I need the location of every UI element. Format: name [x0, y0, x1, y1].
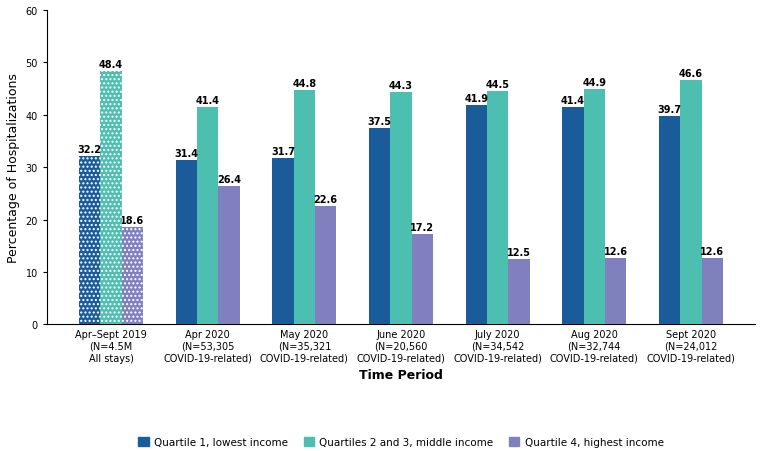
- Text: 41.4: 41.4: [196, 96, 219, 106]
- Bar: [508, 259, 530, 325]
- Text: 44.9: 44.9: [582, 78, 607, 88]
- X-axis label: Time Period: Time Period: [359, 368, 443, 381]
- Bar: [390, 93, 411, 325]
- Text: 44.3: 44.3: [389, 81, 413, 91]
- Bar: [293, 90, 315, 325]
- Bar: [273, 159, 293, 325]
- Bar: [101, 72, 122, 325]
- Bar: [101, 72, 122, 325]
- Text: 17.2: 17.2: [410, 223, 434, 233]
- Bar: [122, 227, 143, 325]
- Text: 48.4: 48.4: [99, 60, 123, 69]
- Text: 32.2: 32.2: [78, 144, 101, 154]
- Text: 39.7: 39.7: [658, 105, 682, 115]
- Bar: [659, 117, 680, 325]
- Bar: [79, 156, 101, 325]
- Bar: [315, 207, 336, 325]
- Bar: [605, 259, 626, 325]
- Text: 22.6: 22.6: [314, 194, 338, 204]
- Text: 31.7: 31.7: [271, 147, 295, 157]
- Y-axis label: Percentage of Hospitalizations: Percentage of Hospitalizations: [7, 73, 20, 262]
- Bar: [487, 92, 508, 325]
- Bar: [79, 156, 101, 325]
- Text: 44.8: 44.8: [293, 78, 316, 88]
- Text: 18.6: 18.6: [120, 216, 144, 226]
- Bar: [702, 259, 723, 325]
- Text: 12.6: 12.6: [604, 247, 628, 257]
- Bar: [197, 108, 218, 325]
- Bar: [584, 90, 605, 325]
- Bar: [680, 81, 702, 325]
- Bar: [369, 129, 390, 325]
- Bar: [176, 161, 197, 325]
- Text: 12.5: 12.5: [507, 247, 531, 257]
- Text: 44.5: 44.5: [485, 80, 510, 90]
- Text: 37.5: 37.5: [368, 116, 392, 126]
- Bar: [218, 187, 239, 325]
- Bar: [122, 227, 143, 325]
- Bar: [466, 106, 487, 325]
- Text: 41.9: 41.9: [464, 93, 488, 103]
- Text: 31.4: 31.4: [174, 148, 198, 158]
- Text: 12.6: 12.6: [700, 247, 724, 257]
- Text: 41.4: 41.4: [561, 96, 585, 106]
- Text: 26.4: 26.4: [217, 175, 241, 184]
- Legend: Quartile 1, lowest income, Quartiles 2 and 3, middle income, Quartile 4, highest: Quartile 1, lowest income, Quartiles 2 a…: [134, 433, 668, 451]
- Text: 46.6: 46.6: [679, 69, 703, 79]
- Bar: [562, 108, 584, 325]
- Bar: [411, 235, 433, 325]
